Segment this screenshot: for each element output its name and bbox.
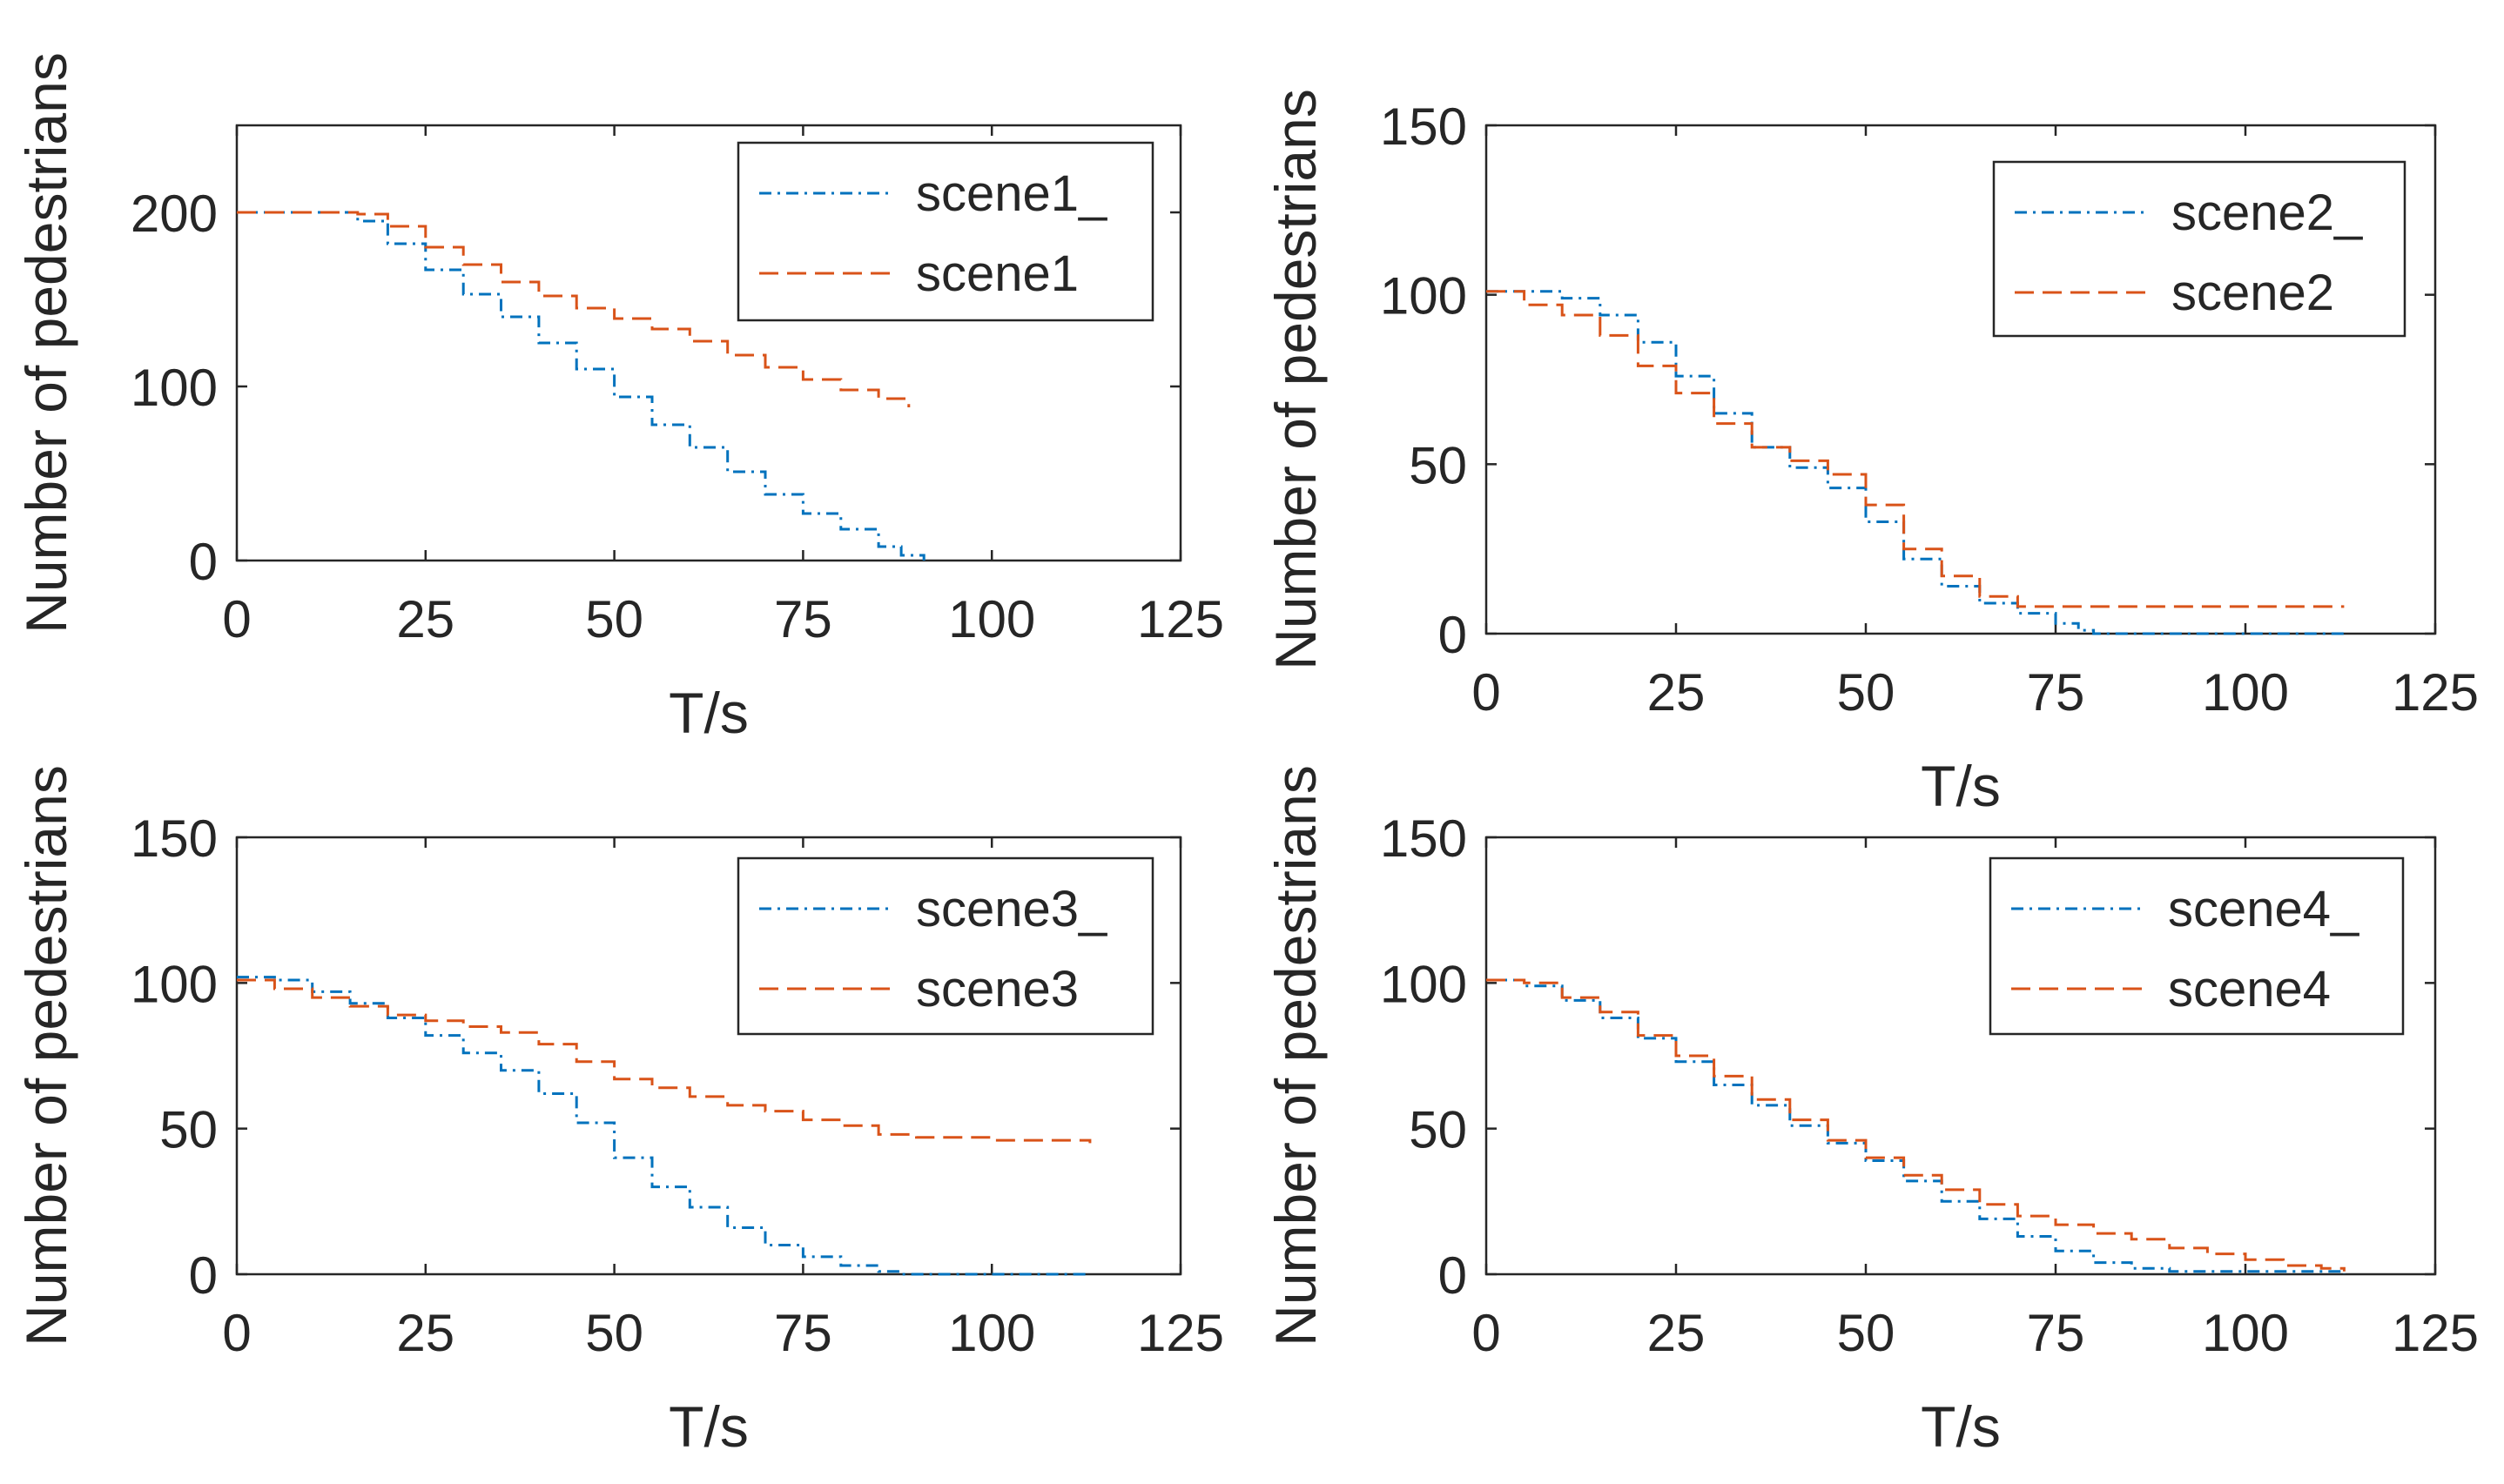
- x-tick-label: 75: [774, 1304, 832, 1362]
- y-tick-label: 200: [131, 185, 218, 243]
- x-tick-label: 100: [948, 590, 1035, 648]
- x-tick-label: 125: [2392, 1304, 2479, 1362]
- x-axis-label: T/s: [669, 681, 749, 745]
- series-line-scene4: [1486, 978, 2346, 1272]
- y-axis-label: Number of pedestrians: [1263, 89, 1328, 670]
- y-tick-label: 0: [189, 1246, 218, 1305]
- x-tick-label: 50: [585, 590, 643, 648]
- legend-label: scene1: [916, 245, 1079, 302]
- x-tick-label: 25: [1647, 663, 1706, 722]
- x-tick-label: 50: [1837, 1304, 1895, 1362]
- x-tick-label: 50: [585, 1304, 643, 1362]
- y-tick-label: 50: [1409, 436, 1467, 494]
- x-axis-label: T/s: [1921, 1394, 2001, 1459]
- y-axis-label: Number of pedestrians: [1263, 765, 1328, 1346]
- x-tick-label: 100: [2202, 1304, 2289, 1362]
- x-tick-label: 50: [1837, 663, 1895, 722]
- y-tick-label: 100: [131, 359, 218, 417]
- x-tick-label: 100: [2202, 663, 2289, 722]
- y-tick-label: 0: [189, 533, 218, 591]
- x-axis-label: T/s: [1921, 754, 2001, 818]
- legend-label: scene4: [2168, 961, 2331, 1017]
- legend-box-4: [1989, 856, 2405, 1036]
- series-line-scene3-underscore: [237, 976, 1090, 1276]
- x-axis-label: T/s: [669, 1394, 749, 1459]
- x-tick-label: 75: [774, 590, 832, 648]
- y-tick-label: 150: [131, 809, 218, 868]
- x-tick-label: 25: [1647, 1304, 1706, 1362]
- x-tick-label: 25: [396, 590, 454, 648]
- y-axis-label: Number of pedestrians: [14, 765, 78, 1346]
- x-tick-label: 0: [222, 1304, 251, 1362]
- legend-box-2: [1992, 160, 2406, 338]
- series-line-scene2-underscore: [1486, 290, 2345, 635]
- y-tick-label: 50: [159, 1101, 218, 1159]
- legend-box-1: [737, 141, 1154, 322]
- series-line-scene2: [1486, 290, 2345, 608]
- y-tick-label: 0: [1438, 606, 1467, 664]
- y-tick-label: 50: [1409, 1101, 1467, 1159]
- legend-label: scene1_: [916, 165, 1107, 222]
- x-tick-label: 125: [1137, 590, 1224, 648]
- series-line-scene4-underscore: [1486, 978, 2346, 1274]
- y-tick-label: 150: [1380, 809, 1467, 868]
- y-tick-label: 100: [1380, 955, 1467, 1013]
- x-tick-label: 75: [2027, 1304, 2085, 1362]
- legend-label: scene2_: [2171, 185, 2363, 241]
- y-tick-label: 150: [1380, 97, 1467, 156]
- series-line-scene3: [237, 978, 1092, 1144]
- y-tick-label: 0: [1438, 1246, 1467, 1305]
- legend-label: scene3_: [916, 881, 1107, 937]
- x-tick-label: 100: [948, 1304, 1035, 1362]
- x-tick-label: 125: [1137, 1304, 1224, 1362]
- legend-box-3: [737, 856, 1154, 1036]
- series-line-scene1: [237, 211, 911, 407]
- x-tick-label: 25: [396, 1304, 454, 1362]
- legend-label: scene2: [2171, 265, 2334, 321]
- x-tick-label: 0: [222, 590, 251, 648]
- y-axis-label: Number of pedestrians: [14, 52, 78, 634]
- x-tick-label: 75: [2027, 663, 2085, 722]
- legend-label: scene3: [916, 961, 1079, 1017]
- x-tick-label: 125: [2392, 663, 2479, 722]
- legend-label: scene4_: [2168, 881, 2359, 937]
- y-tick-label: 100: [1380, 267, 1467, 326]
- x-tick-label: 0: [1471, 663, 1500, 722]
- x-tick-label: 0: [1471, 1304, 1500, 1362]
- y-tick-label: 100: [131, 955, 218, 1013]
- series-line-scene1-underscore: [237, 211, 926, 561]
